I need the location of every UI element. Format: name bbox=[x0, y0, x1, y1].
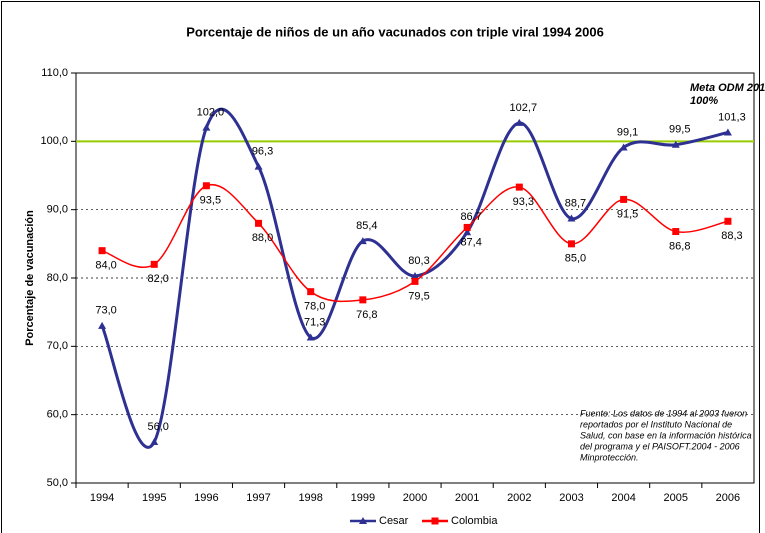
data-label: 82,0 bbox=[148, 273, 169, 285]
x-tick-label: 2002 bbox=[507, 492, 531, 504]
x-tick-label: 2004 bbox=[611, 492, 635, 504]
point bbox=[515, 118, 524, 126]
data-label: 88,0 bbox=[252, 232, 273, 244]
point bbox=[619, 143, 628, 151]
data-label: 93,5 bbox=[200, 195, 221, 207]
point bbox=[620, 195, 628, 203]
point bbox=[98, 247, 106, 255]
data-label: 85,0 bbox=[565, 253, 586, 265]
plot-frame bbox=[75, 72, 755, 484]
point bbox=[671, 140, 680, 148]
point bbox=[672, 228, 680, 236]
target-label: Meta ODM 2015: bbox=[690, 82, 765, 94]
x-tick-label: 2005 bbox=[664, 492, 688, 504]
data-label: 99,5 bbox=[669, 124, 690, 136]
point bbox=[254, 162, 263, 170]
x-tick-label: 2003 bbox=[559, 492, 583, 504]
data-label: 86,7 bbox=[460, 211, 481, 223]
target-label: 100% bbox=[690, 95, 718, 107]
data-label: 91,5 bbox=[617, 208, 638, 220]
data-label: 99,1 bbox=[617, 126, 638, 138]
y-tick-label: 50,0 bbox=[47, 477, 68, 489]
data-label: 76,8 bbox=[356, 309, 377, 321]
source-note: Salud, con base en la información histór… bbox=[580, 430, 752, 440]
x-tick-label: 1995 bbox=[142, 492, 166, 504]
data-label: 85,4 bbox=[356, 220, 377, 232]
source-note: Minprotección. bbox=[580, 452, 639, 462]
data-label: 56,0 bbox=[148, 421, 169, 433]
point bbox=[463, 223, 471, 231]
point bbox=[98, 321, 107, 329]
legend-marker bbox=[359, 517, 367, 524]
point bbox=[411, 277, 419, 285]
y-tick-label: 110,0 bbox=[41, 67, 68, 79]
x-tick-label: 2006 bbox=[716, 492, 740, 504]
x-tick-label: 1996 bbox=[194, 492, 218, 504]
y-tick-label: 70,0 bbox=[47, 340, 68, 352]
point bbox=[307, 288, 315, 296]
source-note: del programa y el PAISOFT.2004 - 2006 bbox=[580, 441, 740, 451]
point bbox=[202, 182, 210, 190]
data-label: 101,3 bbox=[718, 111, 746, 123]
data-label: 73,0 bbox=[95, 305, 116, 317]
point bbox=[202, 123, 211, 131]
point bbox=[723, 128, 732, 136]
chart-title: Porcentaje de niños de un año vacunados … bbox=[186, 24, 604, 39]
point bbox=[358, 237, 367, 245]
source-note: reportados por el Instituto Nacional de bbox=[580, 419, 732, 429]
point bbox=[567, 240, 575, 248]
x-tick-label: 1994 bbox=[90, 492, 114, 504]
legend-marker bbox=[431, 517, 439, 525]
point bbox=[150, 438, 159, 445]
point bbox=[150, 260, 158, 268]
x-tick-label: 1999 bbox=[351, 492, 375, 504]
point bbox=[515, 183, 523, 191]
data-label: 84,0 bbox=[95, 260, 116, 272]
x-tick-label: 2000 bbox=[403, 492, 427, 504]
series-line bbox=[100, 107, 729, 449]
data-label: 78,0 bbox=[304, 301, 325, 313]
data-label: 102,0 bbox=[197, 107, 225, 119]
y-tick-label: 100,0 bbox=[40, 135, 68, 147]
data-label: 88,7 bbox=[565, 197, 586, 209]
data-label: 87,4 bbox=[460, 236, 481, 248]
data-label: 71,3 bbox=[304, 316, 325, 328]
point bbox=[306, 333, 315, 341]
legend-label: Colombia bbox=[451, 515, 498, 527]
data-label: 88,3 bbox=[721, 230, 742, 242]
y-tick-label: 60,0 bbox=[47, 409, 68, 421]
point bbox=[411, 271, 419, 279]
x-tick-label: 1998 bbox=[298, 492, 322, 504]
data-label: 80,3 bbox=[408, 255, 429, 267]
y-tick-label: 90,0 bbox=[47, 204, 68, 216]
x-tick-label: 2001 bbox=[455, 492, 479, 504]
legend-label: Cesar bbox=[379, 515, 409, 527]
source-note: Fuente: Los datos de 1994 al 2003 fueron bbox=[580, 408, 747, 418]
y-tick-label: 80,0 bbox=[47, 272, 68, 284]
data-label: 96,3 bbox=[252, 146, 273, 158]
data-label: 86,8 bbox=[669, 240, 690, 252]
point bbox=[359, 296, 367, 304]
x-tick-label: 1997 bbox=[246, 492, 270, 504]
point bbox=[724, 217, 732, 225]
point bbox=[567, 214, 576, 222]
y-axis-title: Porcentaje de vacunación bbox=[24, 210, 36, 346]
data-label: 79,5 bbox=[408, 290, 429, 302]
point bbox=[255, 219, 263, 227]
data-label: 93,3 bbox=[513, 196, 534, 208]
data-label: 102,7 bbox=[510, 102, 538, 114]
point bbox=[463, 228, 472, 236]
